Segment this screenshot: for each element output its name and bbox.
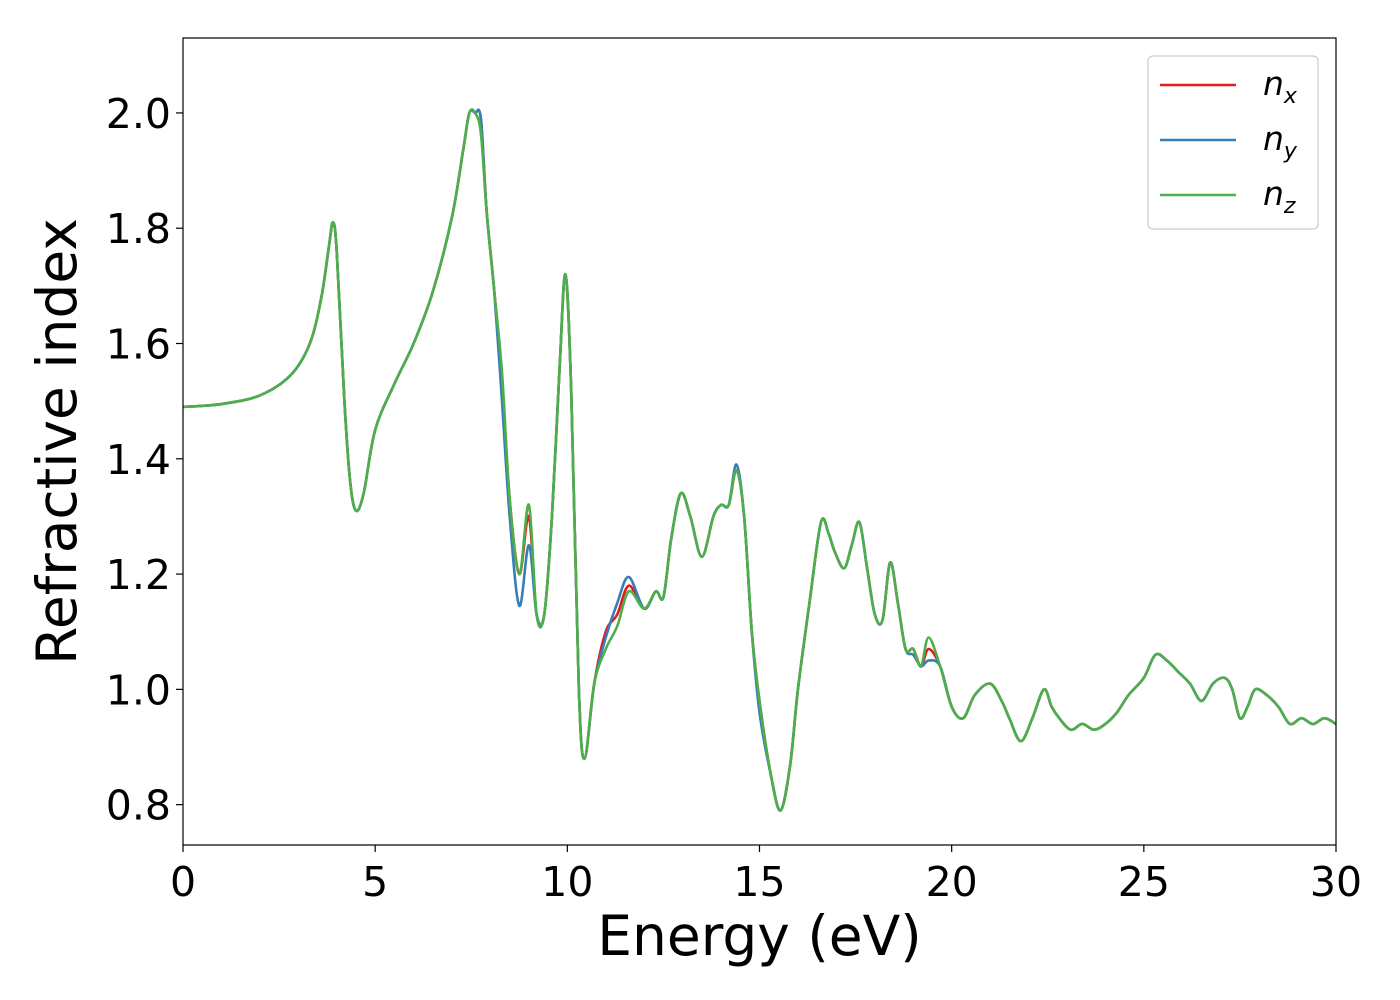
series-line-n_z	[182, 108, 1337, 812]
legend: nx ny nz	[1147, 55, 1319, 230]
legend-box	[1147, 55, 1319, 230]
axis-ticks: 0 5 10 15 20 25 30 0.8 1.0 1.2 1.4 1.6 1.8 2.0	[106, 90, 1362, 906]
y-tick-label: 1.6	[106, 321, 171, 369]
x-axis-label: Energy (eV)	[597, 904, 921, 968]
legend-label-n_y: ny	[1263, 119, 1298, 164]
plot-lines	[182, 108, 1337, 812]
y-tick-label: 2.0	[106, 90, 171, 138]
y-tick-label: 1.0	[106, 666, 171, 714]
x-tick-label: 30	[1310, 858, 1362, 906]
y-tick-label: 1.2	[106, 551, 171, 599]
legend-label-n_x: nx	[1263, 64, 1298, 109]
x-tick-label: 20	[926, 858, 978, 906]
x-tick-label: 5	[362, 858, 388, 906]
legend-label-n_z: nz	[1263, 174, 1296, 219]
y-tick-label: 1.8	[106, 205, 171, 253]
y-tick-label: 1.4	[106, 436, 171, 484]
y-axis-label: Refractive index	[25, 218, 89, 665]
y-tick-label: 0.8	[106, 782, 171, 830]
x-tick-label: 25	[1118, 858, 1170, 906]
x-tick-label: 0	[170, 858, 196, 906]
x-tick-label: 15	[733, 858, 785, 906]
x-tick-label: 10	[541, 858, 593, 906]
